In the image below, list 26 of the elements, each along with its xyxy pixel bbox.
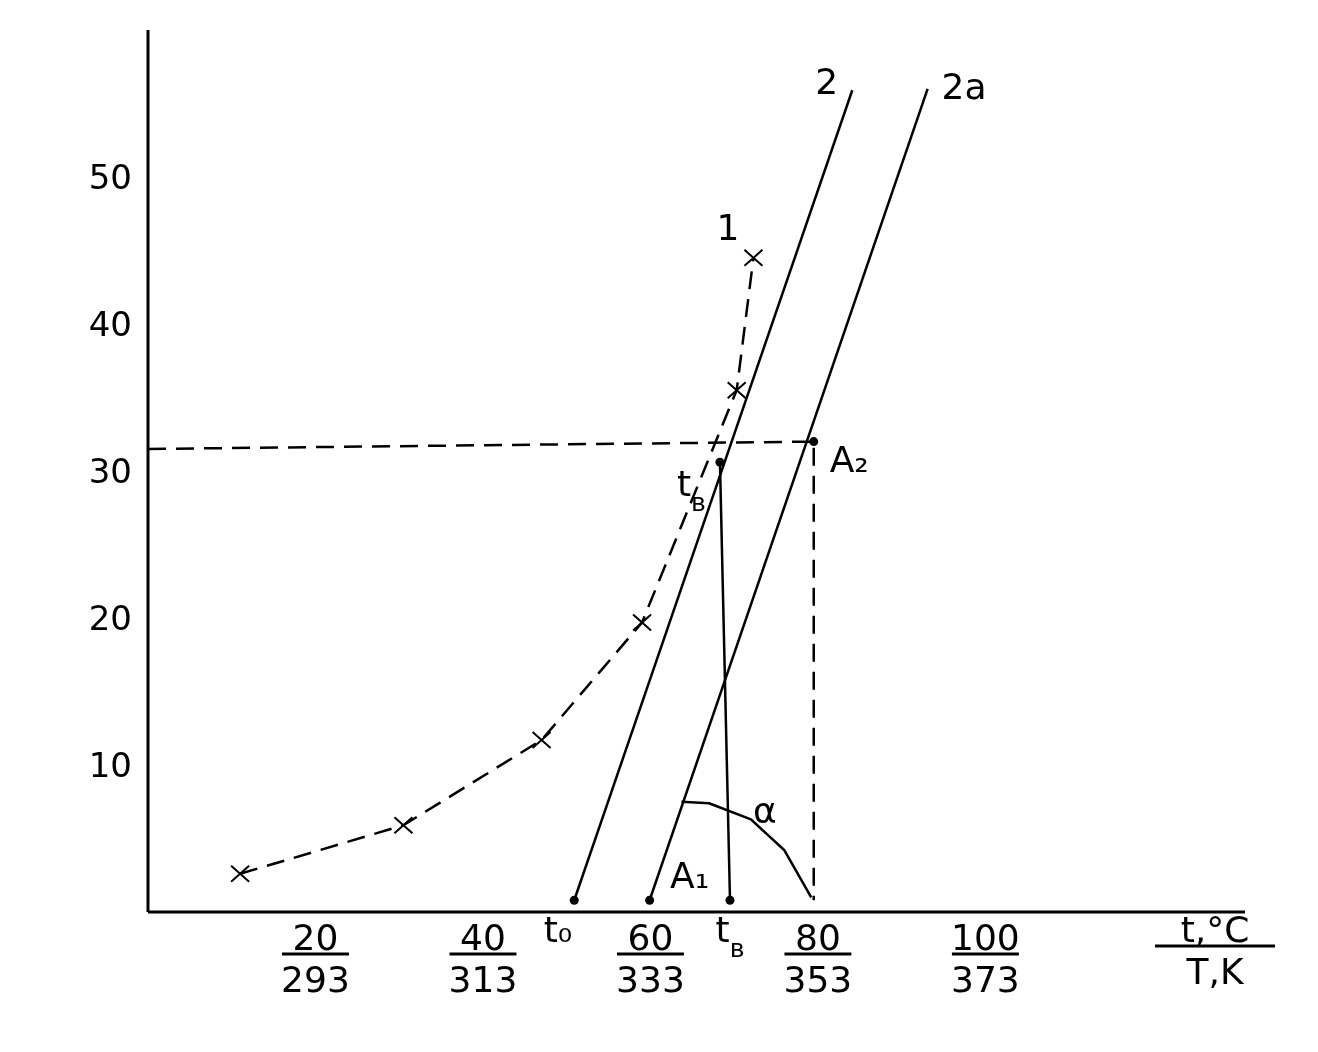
annotation: t$_{в}$ bbox=[715, 909, 745, 963]
series-label: 2a bbox=[941, 65, 987, 107]
x2-tick-label: 353 bbox=[783, 959, 853, 1000]
x2-tick-label: 293 bbox=[281, 959, 350, 1000]
y-tick-label: 50 bbox=[88, 157, 132, 197]
x-tick-label: 80 bbox=[795, 917, 841, 958]
annotation: A₂ bbox=[829, 438, 869, 480]
x-axis-title: t,°C bbox=[1180, 909, 1250, 950]
series-label: 1 bbox=[716, 206, 740, 248]
x-tick-label: 60 bbox=[627, 917, 674, 958]
y-tick-label: 20 bbox=[88, 598, 132, 638]
x2-tick-label: 373 bbox=[951, 959, 1020, 1000]
y-tick-label: 30 bbox=[88, 451, 132, 491]
annotation: t$_{в}$ bbox=[676, 463, 706, 517]
x-tick-label: 20 bbox=[292, 917, 339, 958]
annotation: A₁ bbox=[670, 855, 710, 896]
y-tick-label: 40 bbox=[88, 304, 132, 344]
y-tick-label: 10 bbox=[88, 745, 132, 785]
x-tick-label: 40 bbox=[460, 917, 506, 958]
x2-tick-label: 333 bbox=[616, 959, 685, 1000]
x2-axis-title: T,K bbox=[1185, 951, 1245, 992]
series-label: 2 bbox=[815, 61, 839, 103]
annotation: t₀ bbox=[543, 909, 573, 951]
annotation: α bbox=[753, 790, 777, 831]
x2-tick-label: 313 bbox=[448, 959, 518, 1000]
x-tick-label: 100 bbox=[951, 917, 1020, 958]
